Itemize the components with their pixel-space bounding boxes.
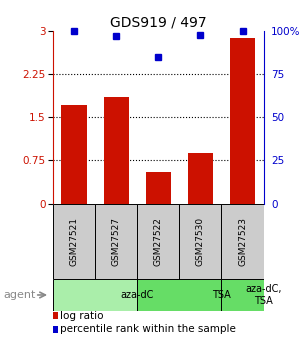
Bar (221, 204, 264, 279)
Bar (188, 153, 213, 204)
Bar (53, 279, 137, 311)
Text: TSA: TSA (212, 290, 231, 300)
Bar (221, 279, 264, 311)
Text: aza-dC: aza-dC (121, 290, 154, 300)
Text: aza-dC,
TSA: aza-dC, TSA (245, 284, 282, 306)
Text: GSM27522: GSM27522 (154, 217, 163, 266)
Bar (95, 204, 137, 279)
Bar (230, 38, 255, 204)
Bar (137, 279, 221, 311)
Text: log ratio: log ratio (60, 311, 103, 321)
Bar (137, 204, 179, 279)
Text: GSM27530: GSM27530 (196, 217, 205, 266)
Bar (179, 204, 221, 279)
Bar (104, 97, 129, 204)
Text: agent: agent (3, 290, 35, 300)
Title: GDS919 / 497: GDS919 / 497 (110, 16, 207, 30)
Bar (53, 204, 95, 279)
Bar (146, 172, 171, 204)
Text: GSM27527: GSM27527 (112, 217, 121, 266)
Bar (62, 105, 87, 204)
Text: percentile rank within the sample: percentile rank within the sample (60, 325, 235, 334)
Text: GSM27521: GSM27521 (70, 217, 78, 266)
Text: GSM27523: GSM27523 (238, 217, 247, 266)
